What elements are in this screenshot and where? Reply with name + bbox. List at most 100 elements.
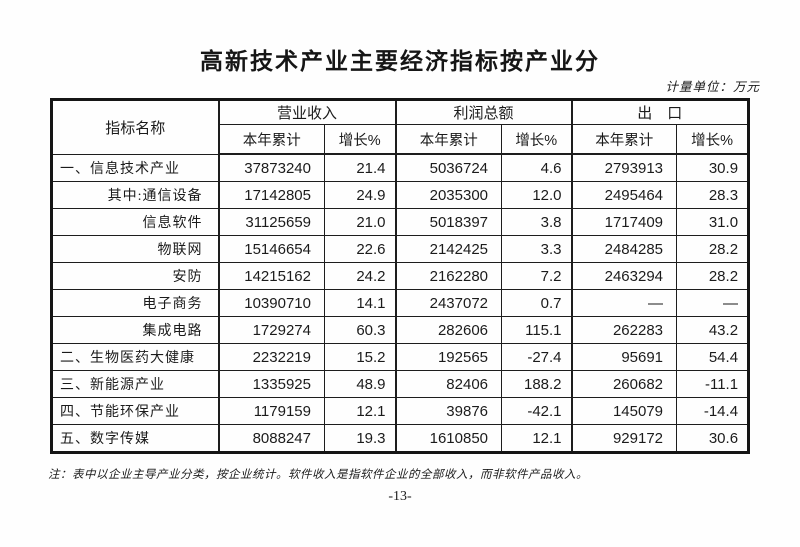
value-cell: 54.4 [676,343,750,371]
value-cell: 145079 [570,397,678,425]
value-cell: 260682 [570,370,678,398]
value-cell: 21.4 [323,153,397,182]
value-cell: 3.8 [501,208,573,236]
value-cell: 21.0 [323,208,397,236]
value-cell: 2162280 [394,262,503,290]
table-row: 安防 14215162 24.2 2162280 7.2 2463294 28.2 [51,262,750,290]
value-cell: -42.1 [501,397,573,425]
row-label: 物联网 [51,235,219,263]
table-header: 指标名称 营业收入 利润总额 出 口 本年累计 增长% 本年累计 增长% 本年累… [51,99,750,155]
value-cell: 192565 [394,343,503,371]
table-row: 一、信息技术产业 37873240 21.4 5036724 4.6 2793913 30.… [51,153,750,182]
value-cell: 1335925 [217,370,325,398]
unit-note: 计量单位：万元 [665,80,760,94]
value-cell: 37873240 [217,153,325,182]
group-header-revenue: 营业收入 [217,99,397,125]
row-label: 二、生物医药大健康 [51,343,219,371]
value-cell: 82406 [394,370,503,398]
value-cell: 31.0 [676,208,750,236]
group-header-profit: 利润总额 [394,99,573,125]
value-cell: 10390710 [217,289,325,317]
value-cell: 60.3 [323,316,397,344]
value-cell: 1610850 [394,424,503,453]
table-row: 四、节能环保产业 1179159 12.1 39876 -42.1 145079 -14.4 [51,397,750,425]
value-cell: 19.3 [323,424,397,453]
value-cell: 7.2 [501,262,573,290]
value-cell: 1717409 [570,208,678,236]
value-cell: 929172 [570,424,678,453]
table-body: 一、信息技术产业 37873240 21.4 5036724 4.6 2793913 30.… [51,153,750,453]
value-cell: 24.9 [323,181,397,209]
value-cell: 24.2 [323,262,397,290]
value-cell: 12.1 [501,424,573,453]
value-cell: 30.9 [676,153,750,182]
row-label: 其中:通信设备 [51,181,219,209]
table-row: 三、新能源产业 1335925 48.9 82406 188.2 260682 -11.1 [51,370,750,398]
row-label: 四、节能环保产业 [51,397,219,425]
table-row: 五、数字传媒 8088247 19.3 1610850 12.1 929172 30.6 [51,424,750,453]
value-cell: 282606 [394,316,503,344]
value-cell: 43.2 [676,316,750,344]
value-cell: 22.6 [323,235,397,263]
row-label: 集成电路 [51,316,219,344]
footnote: 注：表中以企业主导产业分类，按企业统计。软件收入是指软件企业的全部收入，而非软件… [48,469,588,481]
value-cell: 188.2 [501,370,573,398]
value-cell: 5036724 [394,153,503,182]
table-row: 物联网 15146654 22.6 2142425 3.3 2484285 28.2 [51,235,750,263]
value-cell: 5018397 [394,208,503,236]
subheader-revenue-growth: 增长% [323,124,397,155]
value-cell: 30.6 [676,424,750,453]
subheader-profit-growth: 增长% [501,124,573,155]
row-label: 一、信息技术产业 [51,153,219,182]
page-title: 高新技术产业主要经济指标按产业分 [200,48,600,74]
value-cell: 2437072 [394,289,503,317]
table-row: 其中:通信设备 17142805 24.9 2035300 12.0 2495464 28.… [51,181,750,209]
value-cell: 17142805 [217,181,325,209]
value-cell: -14.4 [676,397,750,425]
value-cell: 2463294 [570,262,678,290]
value-cell: 2142425 [394,235,503,263]
value-cell: 2232219 [217,343,325,371]
table-row: 集成电路 1729274 60.3 282606 115.1 262283 43.2 [51,316,750,344]
value-cell: 95691 [570,343,678,371]
value-cell: 31125659 [217,208,325,236]
header-sub-row: 本年累计 增长% 本年累计 增长% 本年累计 增长% [52,124,750,155]
row-label: 信息软件 [51,208,219,236]
subheader-export-cumulative: 本年累计 [570,124,678,155]
value-cell: 0.7 [501,289,573,317]
value-cell: 1729274 [217,316,325,344]
value-cell: 15.2 [323,343,397,371]
value-cell: 2484285 [570,235,678,263]
value-cell: 115.1 [501,316,573,344]
row-label: 五、数字传媒 [51,424,219,453]
value-cell: 14.1 [323,289,397,317]
table-row: 二、生物医药大健康 2232219 15.2 192565 -27.4 95691 54.4 [51,343,750,371]
value-cell: 2495464 [570,181,678,209]
header-group-row: 指标名称 营业收入 利润总额 出 口 [51,99,750,155]
value-cell: 3.3 [501,235,573,263]
subheader-export-growth: 增长% [676,124,750,155]
corner-header: 指标名称 [51,99,219,155]
value-cell: 262283 [570,316,678,344]
value-cell: 4.6 [501,153,573,182]
indicators-table: 指标名称 营业收入 利润总额 出 口 本年累计 增长% 本年累计 增长% 本年累… [50,98,751,454]
value-cell: 28.2 [676,235,750,263]
value-cell: 12.0 [501,181,573,209]
value-cell: 1179159 [217,397,325,425]
subheader-revenue-cumulative: 本年累计 [217,124,325,155]
value-cell: 28.2 [676,262,750,290]
row-label: 安防 [51,262,219,290]
row-label: 电子商务 [51,289,219,317]
value-cell: -11.1 [676,370,750,398]
table-row: 电子商务 10390710 14.1 2437072 0.7— — [51,289,750,317]
value-cell: — [570,289,678,317]
value-cell: 14215162 [217,262,325,290]
value-cell: 12.1 [323,397,397,425]
value-cell: 2035300 [394,181,503,209]
value-cell: 48.9 [323,370,397,398]
value-cell: 28.3 [676,181,750,209]
group-header-export: 出 口 [570,99,750,125]
subheader-profit-cumulative: 本年累计 [394,124,503,155]
value-cell: 8088247 [217,424,325,453]
